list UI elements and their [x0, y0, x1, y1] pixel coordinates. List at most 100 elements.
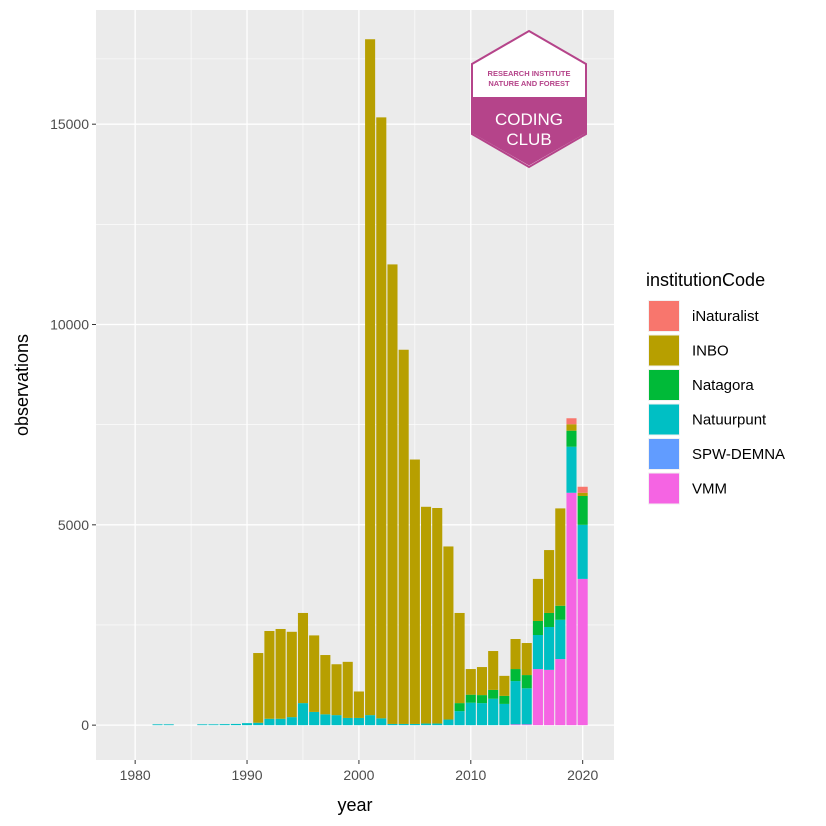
bar-inbo-2000 — [353, 691, 364, 718]
bar-vmm-2019 — [566, 492, 577, 726]
legend-label-inbo: INBO — [692, 343, 729, 360]
x-tick-label: 2020 — [567, 767, 598, 783]
x-tick-label: 1990 — [231, 767, 262, 783]
bar-inbo-1999 — [342, 661, 353, 718]
bar-natuurpunt-2004 — [398, 723, 409, 726]
bar-natagora-2016 — [532, 620, 543, 635]
bar-natuurpunt-1982 — [152, 724, 163, 726]
bar-inbo-2016 — [532, 578, 543, 621]
bar-inbo-2019 — [566, 424, 577, 431]
bar-inbo-2014 — [510, 639, 521, 670]
legend-label-spw-demna: SPW-DEMNA — [692, 446, 785, 463]
bar-inbo-1991 — [253, 653, 264, 723]
logo-line-3: CODING — [495, 110, 563, 129]
bar-inaturalist-2019 — [566, 418, 577, 425]
bar-vmm-2014 — [510, 724, 521, 726]
bar-natagora-2010 — [465, 694, 476, 703]
bar-natuurpunt-1990 — [242, 723, 253, 726]
bar-inbo-2004 — [398, 349, 409, 724]
bar-natuurpunt-2011 — [476, 703, 488, 726]
bar-inbo-2007 — [432, 507, 443, 724]
bar-vmm-2016 — [532, 669, 543, 726]
bar-inbo-2010 — [465, 669, 476, 695]
bar-natuurpunt-2016 — [532, 635, 543, 670]
bar-natuurpunt-2000 — [353, 717, 364, 726]
bar-vmm-2018 — [555, 659, 566, 726]
bar-natuurpunt-1996 — [309, 711, 320, 726]
bar-natagora-2017 — [544, 612, 555, 627]
bar-natuurpunt-2017 — [544, 626, 555, 670]
bar-vmm-2015 — [521, 724, 532, 726]
bar-natuurpunt-2008 — [443, 719, 454, 726]
bar-natuurpunt-2013 — [499, 703, 510, 726]
bar-natuurpunt-2002 — [376, 718, 387, 726]
bar-natuurpunt-2018 — [555, 619, 566, 660]
bar-inbo-1992 — [264, 630, 275, 719]
bar-natuurpunt-1987 — [208, 724, 219, 726]
legend-swatch-vmm — [649, 473, 679, 504]
bar-natuurpunt-1988 — [219, 724, 230, 726]
bar-natuurpunt-2014 — [510, 681, 521, 725]
bar-vmm-2020 — [577, 578, 588, 726]
bar-natagora-2009 — [454, 703, 465, 712]
bar-natagora-2013 — [499, 695, 510, 704]
bar-inbo-2002 — [376, 117, 387, 719]
bar-natuurpunt-1993 — [275, 718, 286, 726]
bar-inbo-1994 — [286, 631, 297, 718]
x-axis-title: year — [337, 795, 372, 815]
bar-vmm-2017 — [544, 669, 555, 726]
x-tick-label: 2010 — [455, 767, 486, 783]
bar-inbo-1996 — [309, 635, 320, 712]
bar-natuurpunt-1997 — [320, 714, 331, 726]
bar-layer — [152, 39, 588, 726]
bar-inbo-2005 — [409, 459, 420, 724]
bar-inbo-1993 — [275, 628, 286, 719]
legend-swatch-spw-demna — [649, 439, 679, 469]
bar-natagora-2015 — [521, 675, 532, 689]
logo-line-4: CLUB — [506, 130, 551, 149]
bar-natuurpunt-2005 — [409, 723, 420, 726]
bar-inbo-2017 — [544, 550, 555, 613]
logo-line-2: NATURE AND FOREST — [488, 79, 570, 88]
bar-natuurpunt-2020 — [577, 524, 588, 579]
logo-hexagon-lower-fill — [473, 97, 585, 166]
legend-swatch-natagora — [649, 370, 679, 400]
bar-inbo-2015 — [521, 643, 532, 676]
bar-natagora-2011 — [476, 695, 488, 704]
bar-inbo-2008 — [443, 546, 454, 720]
x-tick-label: 1980 — [120, 767, 151, 783]
bar-natuurpunt-1989 — [230, 723, 241, 726]
bar-natuurpunt-2009 — [454, 711, 465, 726]
bar-natuurpunt-1986 — [197, 724, 208, 726]
bar-natagora-2018 — [555, 605, 566, 620]
bar-inbo-2018 — [555, 508, 566, 606]
bar-inbo-1995 — [297, 612, 309, 704]
bar-inbo-2009 — [454, 612, 465, 704]
bar-natuurpunt-2006 — [421, 723, 432, 726]
bar-natagora-2019 — [566, 430, 577, 447]
bar-inbo-1997 — [320, 655, 331, 715]
bar-natuurpunt-2019 — [566, 446, 577, 493]
legend-swatch-natuurpunt — [649, 404, 679, 435]
bar-natuurpunt-1998 — [331, 715, 342, 726]
coding-club-logo: RESEARCH INSTITUTE NATURE AND FOREST COD… — [471, 29, 587, 169]
y-tick-label: 10000 — [50, 317, 89, 333]
bar-natuurpunt-2007 — [432, 723, 443, 726]
legend-label-inaturalist: iNaturalist — [692, 308, 760, 325]
legend-label-natuurpunt: Natuurpunt — [692, 412, 767, 429]
y-tick-label: 5000 — [58, 517, 89, 533]
bar-natuurpunt-1994 — [286, 717, 297, 726]
y-tick-label: 0 — [81, 717, 89, 733]
x-tick-label: 2000 — [343, 767, 374, 783]
bar-natagora-2014 — [510, 669, 521, 682]
bar-inbo-2003 — [387, 264, 398, 724]
bar-natuurpunt-2001 — [365, 715, 376, 726]
y-axis: 0 5000 10000 15000 — [50, 116, 96, 733]
legend-swatch-inbo — [649, 335, 679, 366]
legend: institutionCode iNaturalist INBO Natagora N… — [646, 270, 785, 505]
legend-label-vmm: VMM — [692, 481, 727, 498]
bar-inaturalist-2020 — [577, 486, 588, 493]
logo-line-1: RESEARCH INSTITUTE — [488, 69, 571, 78]
bar-natuurpunt-1991 — [253, 722, 264, 726]
